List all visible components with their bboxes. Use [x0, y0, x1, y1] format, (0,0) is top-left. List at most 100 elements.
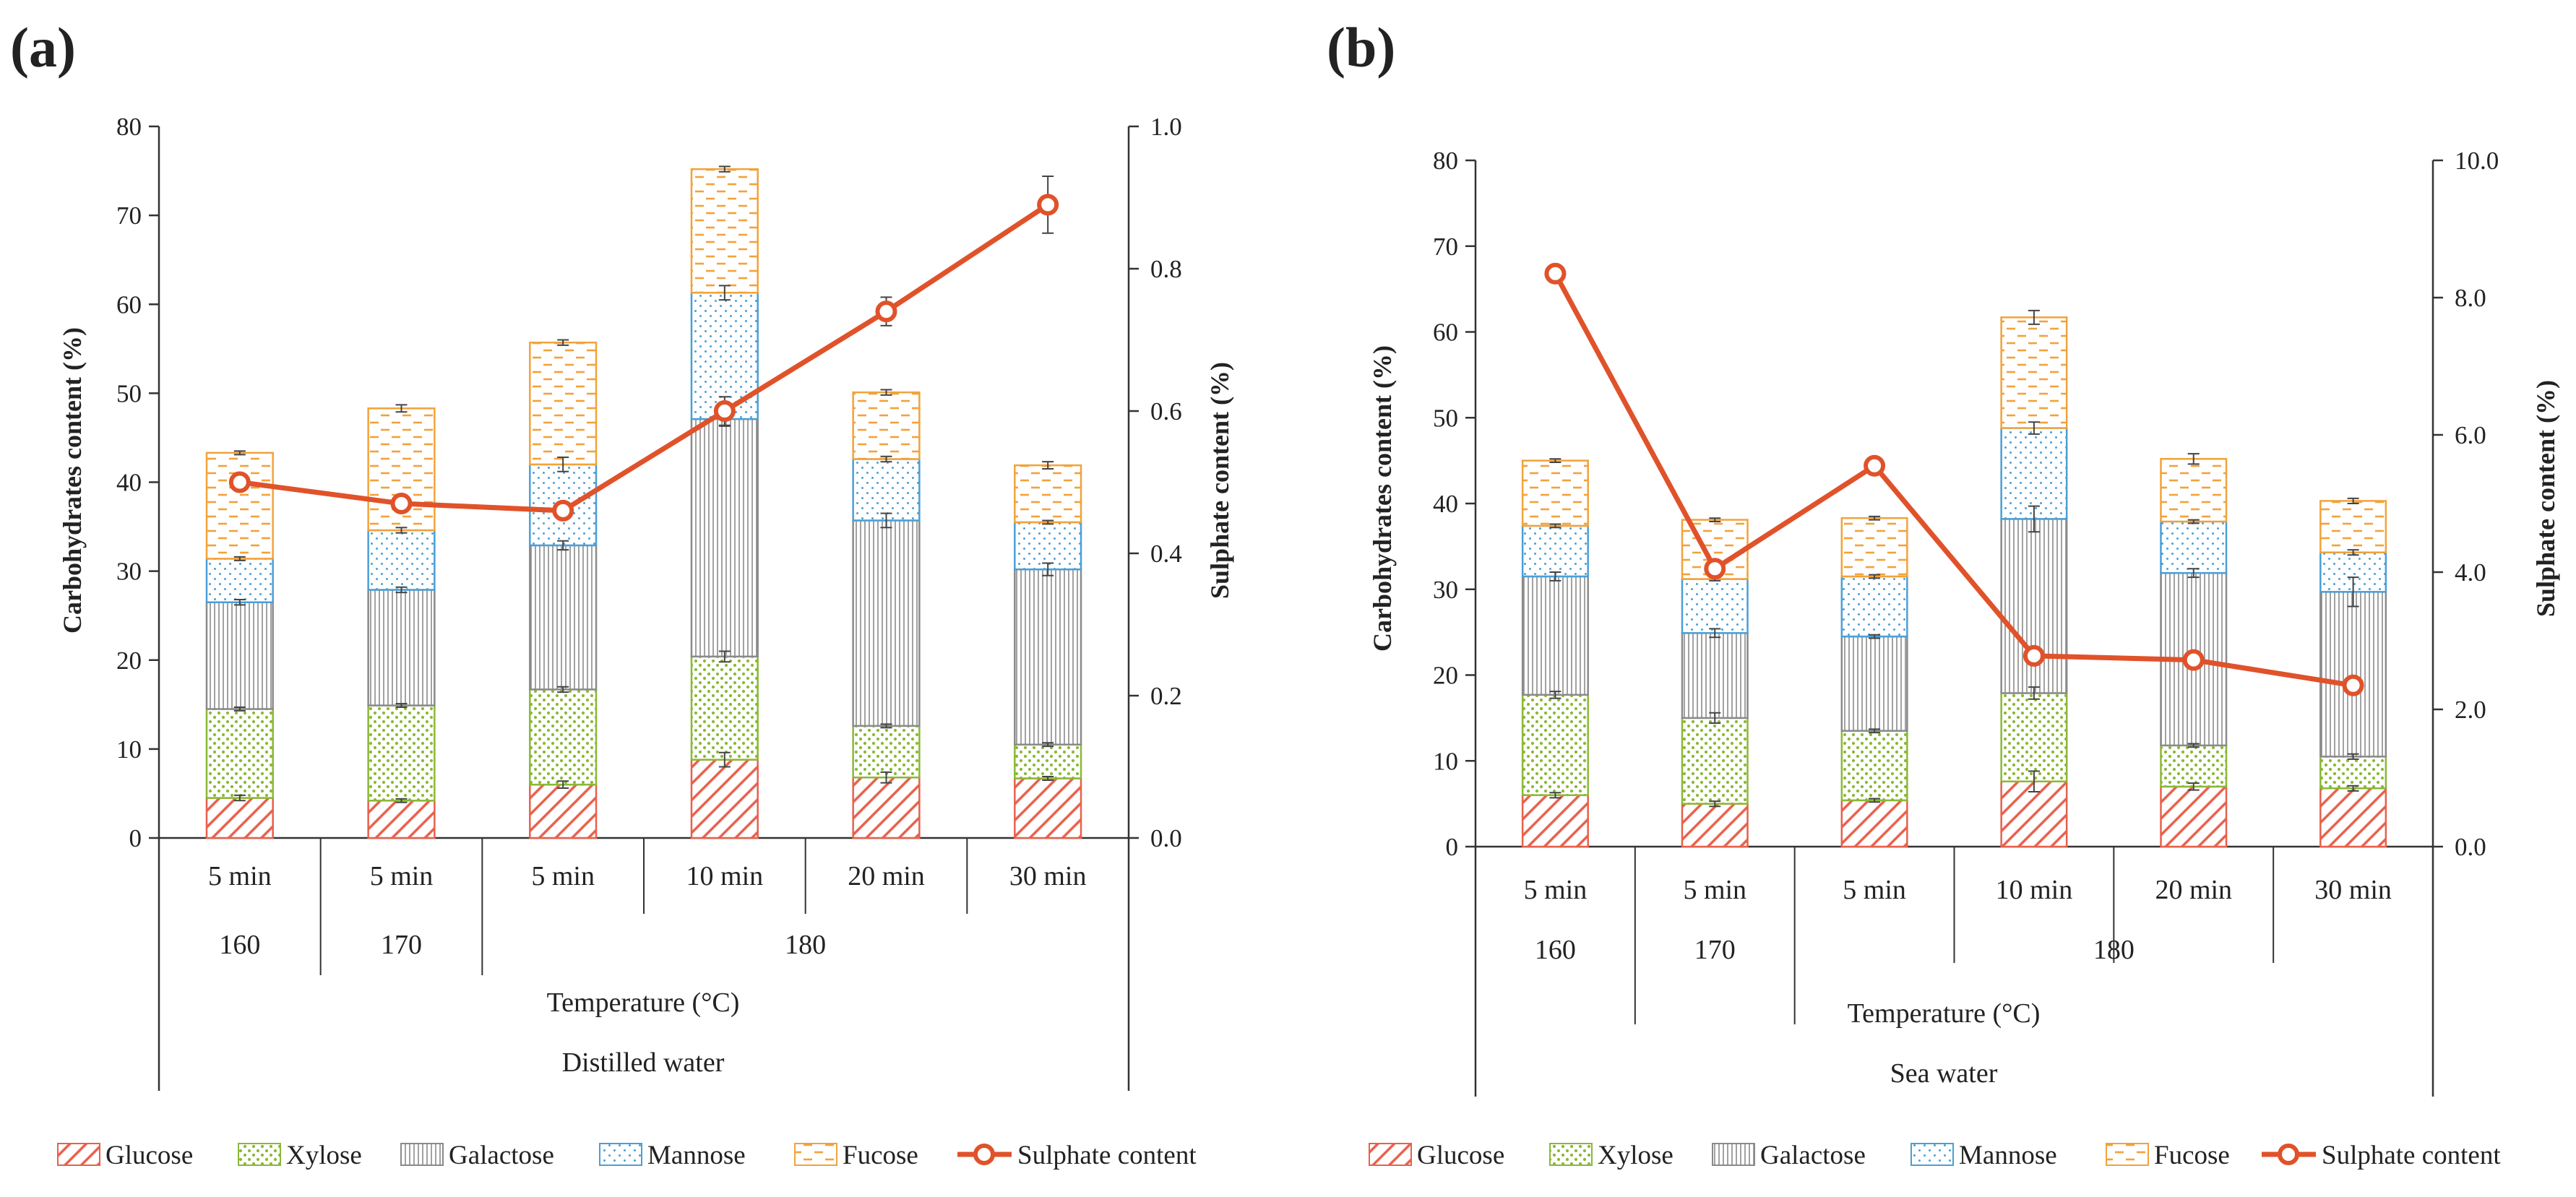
panel-b-bar-glucose: [1521, 794, 1589, 848]
panel-b-bar-glucose: [1840, 799, 1908, 848]
panel-a-category-label: 5 min: [531, 861, 595, 891]
panel-a-category-label: 5 min: [370, 861, 434, 891]
legend-label-xylose: Xylose: [286, 1141, 362, 1170]
legend-swatch-mannose: [599, 1143, 642, 1166]
panel-b-legend: Glucose Xylose Galactose Mannose Fucose …: [1369, 1141, 2501, 1170]
panel-b-y-tick-label: 10: [1433, 747, 1458, 775]
panel-b-bar-mannose: [2160, 520, 2228, 574]
legend-swatch-galactose: [1712, 1143, 1755, 1166]
panel-a-y-tick-label: 0: [129, 824, 142, 852]
panel-a-y-tick-label: 60: [116, 290, 142, 319]
panel-b-y-axis-title: Carbohydrates content (%): [1368, 345, 1397, 652]
panel-a-category-label: 5 min: [208, 861, 272, 891]
panel-b-y2-tick-label: 4.0: [2455, 558, 2486, 587]
panel-b-category-label: 30 min: [2314, 875, 2392, 905]
legend-label-fucose: Fucose: [2154, 1141, 2230, 1170]
panel-a-sulphate-point: [390, 493, 413, 515]
panel-a-category-label: 10 min: [686, 861, 764, 891]
panel-b-condition-label: Sea water: [1890, 1058, 1998, 1089]
panel-a-condition-label: Distilled water: [562, 1047, 725, 1078]
panel-b-bar-galactose: [2000, 518, 2068, 694]
legend-label-glucose: Glucose: [1417, 1141, 1504, 1170]
panel-a-bar-galactose: [852, 519, 921, 727]
panel-b-sulphate-point: [2023, 644, 2045, 667]
panel-a-bar-glucose: [852, 777, 921, 839]
panel-a-sulphate-point: [228, 471, 251, 493]
panel-b-y-tick-label: 30: [1433, 576, 1458, 604]
legend-swatch-glucose: [57, 1143, 100, 1166]
panel-a-y2-tick-label: 0.0: [1150, 824, 1182, 852]
panel-a-bar-fucose: [690, 168, 759, 294]
panel-b-bar-xylose: [1521, 693, 1589, 796]
panel-a-bar-galactose: [367, 589, 436, 706]
panel-b-bar-fucose: [1521, 459, 1589, 527]
panel-b-bar-galactose: [2319, 591, 2387, 758]
panel-b-category-label: 10 min: [1996, 875, 2073, 905]
panel-a-group-label: 180: [785, 930, 826, 960]
panel-b-sulphate-point: [1544, 262, 1567, 285]
panel-b-category-label: 5 min: [1843, 875, 1906, 905]
panel-b-y-tick-label: 60: [1433, 319, 1458, 347]
panel-a-bar-mannose: [1014, 521, 1082, 571]
panel-a-bar-glucose: [367, 800, 436, 839]
legend-marker-sulphate: [973, 1144, 995, 1165]
legend-label-glucose: Glucose: [105, 1141, 193, 1170]
panel-a-bar-glucose: [1014, 777, 1082, 839]
panel-a-bar-glucose: [529, 783, 598, 839]
panel-a-y-tick-label: 50: [116, 379, 142, 407]
panel-a-y2-tick-label: 1.0: [1150, 113, 1182, 141]
panel-b-bar-glucose: [2160, 785, 2228, 848]
panel-a-sulphate-point: [1037, 194, 1059, 216]
panel-a-category-label: 30 min: [1009, 861, 1087, 891]
legend-label-galactose: Galactose: [449, 1141, 554, 1170]
legend-marker-sulphate: [2278, 1144, 2299, 1165]
panel-a-y-tick-label: 10: [116, 735, 142, 764]
panel-a-sulphate-line: [239, 202, 1050, 514]
legend-label-sulphate: Sulphate content: [1017, 1141, 1197, 1170]
panel-a-y2-tick-label: 0.8: [1150, 255, 1182, 283]
panel-b-sulphate-point: [2182, 649, 2205, 671]
panel-a-sulphate-point: [875, 301, 897, 323]
panel-a-y2-tick-label: 0.6: [1150, 397, 1182, 425]
panel-b-plot: 0 10 20 30 40 50 60 70 80 0.0 2.0 4.0 6.0 8.0 10.0 5 mi…: [1433, 147, 2499, 1097]
legend-swatch-mannose: [1911, 1143, 1954, 1166]
panel-b-sulphate-point: [1864, 454, 1886, 477]
panel-a-y-axis-title: Carbohydrates content (%): [58, 327, 87, 634]
panel-a-bar-fucose: [205, 451, 274, 560]
panel-a-sulphate-point: [713, 400, 736, 422]
panel-b-category-label: 5 min: [1683, 875, 1746, 905]
panel-b-bar-xylose: [2000, 692, 2068, 782]
panel-b-y2-tick-label: 0.0: [2455, 833, 2486, 861]
panel-b-y-tick-label: 70: [1433, 233, 1458, 261]
panel-b-y-tick-label: 80: [1433, 147, 1458, 175]
panel-b-bar-mannose: [1840, 575, 1908, 638]
panel-b-bar-galactose: [1521, 575, 1589, 696]
panel-b-y2-tick-label: 2.0: [2455, 696, 2486, 724]
panel-b-sulphate-point: [1704, 558, 1726, 580]
panel-a-plot: 0 10 20 30 40 50 60 70 80 0.0 0.2 0.4 0.6 0.8 1.0 5 min…: [116, 113, 1182, 1091]
panel-b-bar-mannose: [2000, 427, 2068, 520]
legend-label-xylose: Xylose: [1598, 1141, 1673, 1170]
legend-label-galactose: Galactose: [1760, 1141, 1866, 1170]
panel-a-bar-glucose: [205, 797, 274, 839]
panel-b-bar-galactose: [1681, 632, 1749, 720]
legend-swatch-fucose: [2106, 1143, 2149, 1166]
panel-b-y-tick-label: 0: [1446, 833, 1459, 861]
legend-swatch-xylose: [238, 1143, 281, 1166]
legend-swatch-glucose: [1369, 1143, 1412, 1166]
panel-a-bar-xylose: [205, 708, 274, 799]
panel-a-y-tick-label: 30: [116, 558, 142, 586]
panel-b-bar-fucose: [1840, 517, 1908, 578]
panel-a-bar-xylose: [852, 725, 921, 779]
panel-a-x-axis-title: Temperature (°C): [547, 988, 740, 1018]
legend-label-fucose: Fucose: [843, 1141, 918, 1170]
legend-label-sulphate: Sulphate content: [2322, 1141, 2501, 1170]
panel-b-sulphate-point: [2342, 674, 2364, 696]
panel-b-y-tick-label: 20: [1433, 662, 1458, 690]
panel-b-y-tick-label: 40: [1433, 490, 1458, 518]
panel-b-bar-xylose: [2319, 756, 2387, 790]
panel-b-bar-fucose: [2160, 458, 2228, 523]
panel-a-group-label: 160: [219, 930, 260, 960]
